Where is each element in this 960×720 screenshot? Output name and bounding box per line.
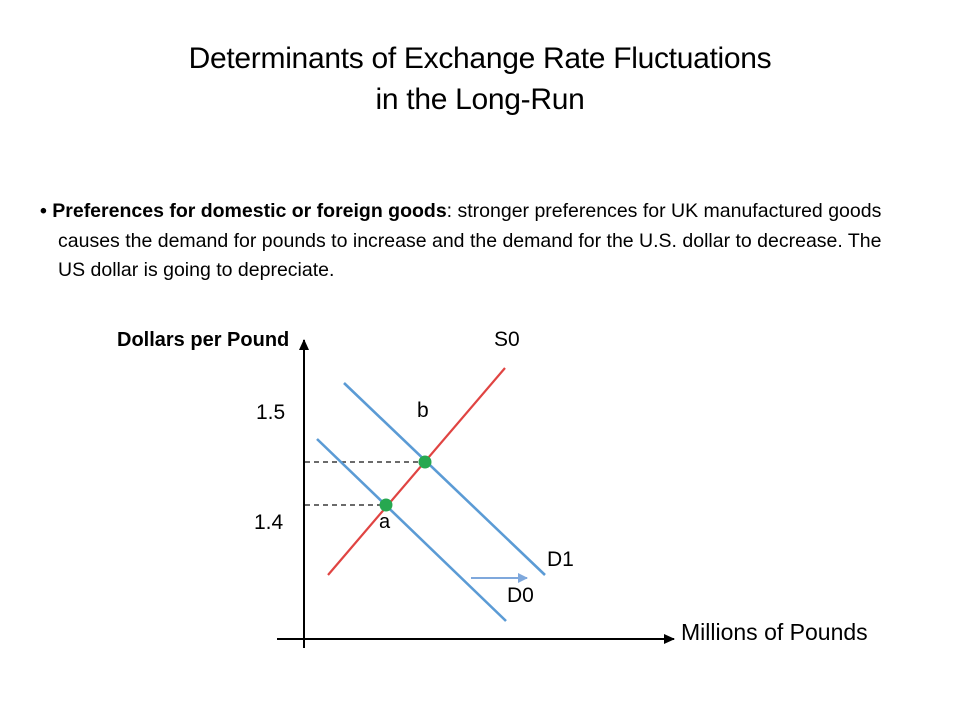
bullet-marker: • <box>40 200 53 222</box>
y-tick-1-5: 1.5 <box>256 401 286 424</box>
bullet-regular-text: : stronger preferences for UK manufactur… <box>58 200 882 281</box>
point-b-label: b <box>417 399 429 422</box>
bullet-paragraph: • Preferences for domestic or foreign go… <box>40 197 900 286</box>
slide-title: Determinants of Exchange Rate Fluctuatio… <box>0 38 960 120</box>
slide-title-line2: in the Long-Run <box>375 83 585 116</box>
demand0-curve-label: D0 <box>507 584 534 607</box>
y-axis-label: Dollars per Pound <box>117 329 290 351</box>
bullet-bold-text: Preferences for domestic or foreign good… <box>52 200 447 222</box>
supply-curve-label: S0 <box>494 328 520 351</box>
x-axis-label: Millions of Pounds <box>681 619 868 645</box>
slide-title-line1: Determinants of Exchange Rate Fluctuatio… <box>188 42 772 75</box>
demand1-curve-label: D1 <box>547 548 574 571</box>
y-tick-1-4: 1.4 <box>254 511 284 534</box>
point-a-label: a <box>379 511 391 533</box>
